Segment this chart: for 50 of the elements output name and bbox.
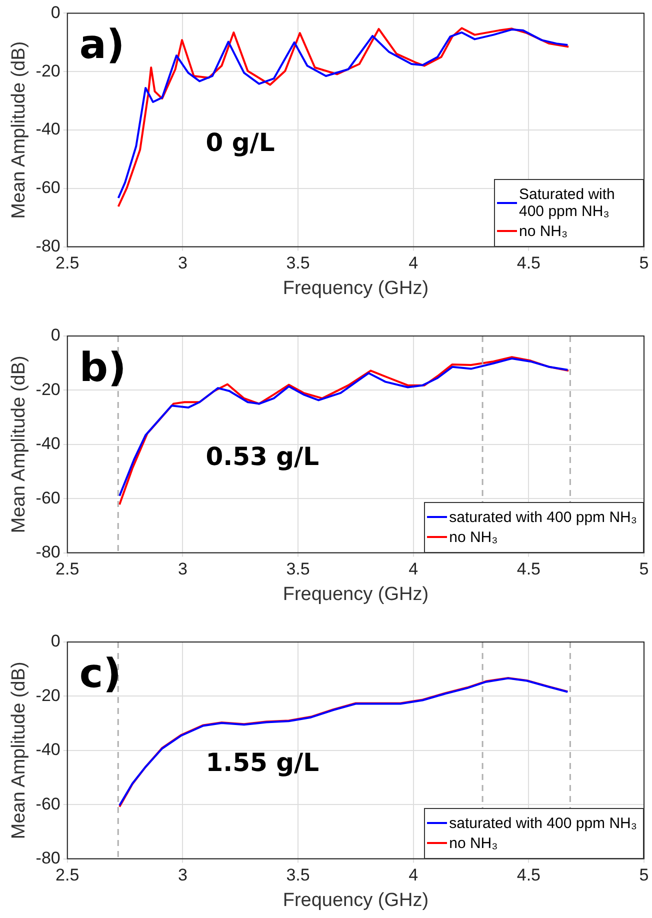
legend-label: saturated with 400 ppm NH₃ [449, 814, 637, 832]
y-tick-label: 0 [50, 326, 60, 345]
annotation: 0.53 g/L [206, 442, 320, 472]
chart-title: c) [79, 651, 122, 697]
y-tick-label: -80 [36, 236, 60, 256]
y-tick-label: -80 [36, 848, 60, 868]
x-tick-label: 4.5 [516, 254, 540, 273]
chart-title: b) [79, 345, 126, 391]
annotation: 1.55 g/L [206, 748, 320, 778]
x-axis-title: Frequency (GHz) [282, 584, 429, 605]
legend-label: no NH₃ [519, 222, 568, 240]
y-axis-title: Mean Amplitude (dB) [8, 662, 30, 840]
x-axis-title: Frequency (GHz) [282, 890, 429, 911]
x-tick-label: 3 [178, 866, 188, 885]
x-tick-label: 3 [178, 560, 188, 579]
x-tick-label: 4 [408, 866, 418, 885]
y-tick-label: -40 [36, 740, 60, 760]
y-tick-label: -60 [36, 488, 60, 508]
annotation: 0 g/L [206, 128, 275, 157]
x-tick-label: 2.5 [56, 254, 80, 273]
x-tick-label: 5 [639, 254, 649, 273]
x-tick-label: 2.5 [56, 866, 80, 885]
y-tick-label: -20 [36, 380, 60, 399]
y-tick-label: -40 [36, 120, 60, 139]
legend-label: no NH₃ [449, 528, 498, 546]
x-tick-label: 4.5 [516, 560, 540, 579]
y-tick-label: 0 [50, 2, 60, 22]
legend-label: no NH₃ [449, 834, 498, 852]
y-axis-title: Mean Amplitude (dB) [8, 356, 30, 534]
y-tick-label: -80 [36, 542, 60, 562]
y-tick-label: -40 [36, 434, 60, 454]
y-tick-label: 0 [50, 632, 60, 651]
x-tick-label: 4.5 [516, 866, 540, 885]
x-tick-label: 4 [408, 560, 418, 579]
x-tick-label: 5 [639, 866, 649, 885]
x-tick-label: 3.5 [286, 254, 310, 273]
y-tick-label: -60 [36, 794, 60, 814]
x-tick-label: 5 [639, 560, 649, 579]
x-axis-title: Frequency (GHz) [282, 278, 429, 299]
y-tick-label: -20 [36, 686, 60, 705]
legend-label: saturated with 400 ppm NH₃ [449, 508, 637, 526]
x-tick-label: 3 [178, 254, 188, 273]
chart-title: a) [79, 22, 125, 68]
x-tick-label: 4 [408, 254, 418, 273]
x-tick-label: 3.5 [286, 560, 310, 579]
y-axis-title: Mean Amplitude (dB) [8, 41, 30, 219]
y-tick-label: -20 [36, 61, 60, 80]
x-tick-label: 3.5 [286, 866, 310, 885]
x-tick-label: 2.5 [56, 560, 80, 579]
y-tick-label: -60 [36, 178, 60, 198]
